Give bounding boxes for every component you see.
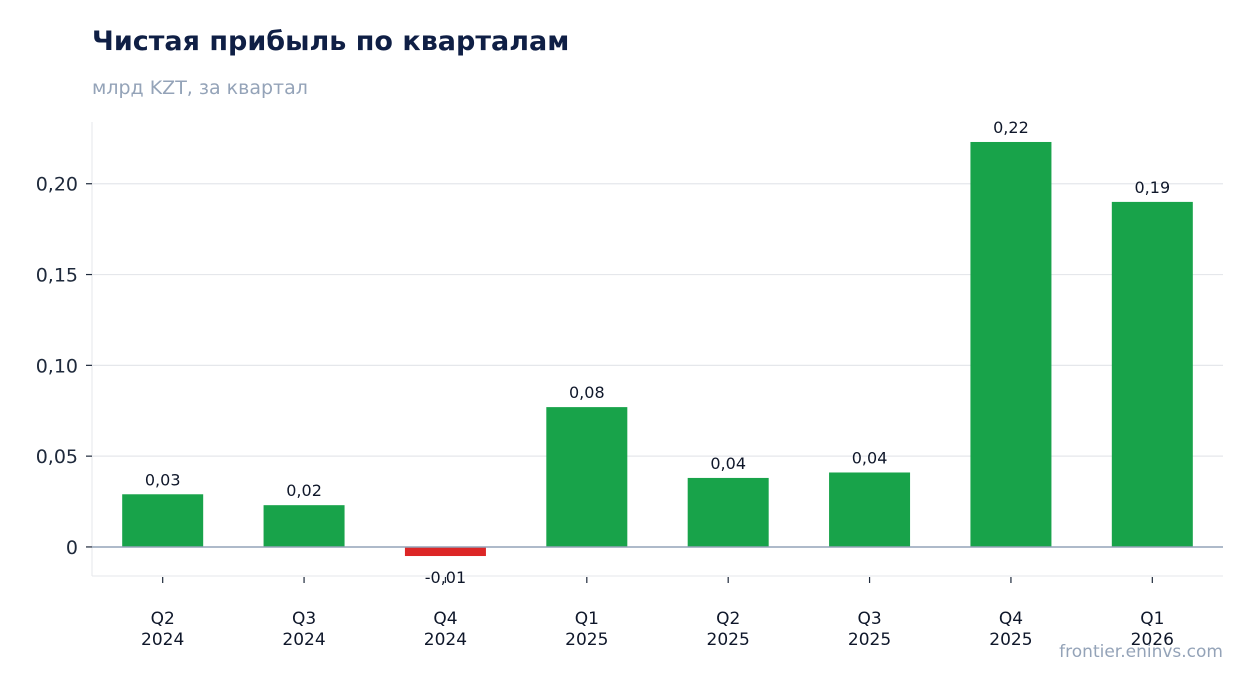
data-label: 0,04: [710, 454, 746, 473]
bar: [1111, 201, 1193, 547]
y-tick-label: 0: [66, 537, 78, 559]
y-tick-label: 0,20: [36, 174, 78, 196]
x-tick-label: Q2 2024: [141, 609, 184, 650]
data-label: 0,04: [852, 448, 888, 467]
data-label: 0,02: [286, 481, 322, 500]
x-tick-label: Q1 2026: [1131, 609, 1174, 650]
bar: [829, 472, 911, 547]
data-label: 0,08: [569, 383, 605, 402]
bar: [970, 141, 1052, 547]
chart-subtitle: млрд KZT, за квартал: [92, 77, 308, 99]
x-tick-label: Q3 2024: [282, 609, 325, 650]
data-label: 0,03: [145, 470, 181, 489]
bar: [122, 494, 204, 547]
y-tick-label: 0,10: [36, 355, 78, 377]
bar: [404, 546, 486, 557]
x-tick-label: Q2 2025: [707, 609, 750, 650]
bar: [687, 477, 769, 547]
chart-title: Чистая прибыль по кварталам: [92, 26, 570, 57]
data-label: 0,19: [1135, 178, 1171, 197]
x-tick-label: Q1 2025: [565, 609, 608, 650]
x-tick-label: Q3 2025: [848, 609, 891, 650]
x-tick-label: Q4 2025: [989, 609, 1032, 650]
bar: [546, 407, 628, 547]
y-tick-label: 0,15: [36, 265, 78, 287]
bar: [263, 505, 345, 547]
data-label: 0,22: [993, 118, 1029, 137]
y-tick-label: 0,05: [36, 446, 78, 468]
source-watermark: frontier.eninvs.com: [1059, 642, 1223, 662]
x-tick-label: Q4 2024: [424, 609, 467, 650]
